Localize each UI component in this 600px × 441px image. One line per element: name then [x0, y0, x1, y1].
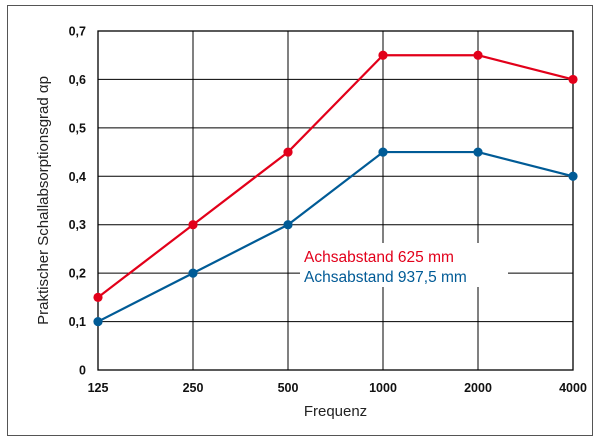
- data-point: [473, 50, 483, 60]
- x-tick-label: 250: [183, 381, 204, 395]
- legend-entry-937-5: Achsabstand 937,5 mm: [304, 269, 467, 286]
- legend-entry-625: Achsabstand 625 mm: [304, 249, 454, 266]
- data-point: [568, 74, 578, 85]
- series-achsabstand-625: [93, 50, 578, 302]
- series-achsabstand-937-5: [93, 147, 578, 327]
- legend: Achsabstand 625 mm Achsabstand 937,5 mm: [300, 243, 508, 287]
- tick-labels: 0 0,1 0,2 0,3 0,4 0,5 0,6 0,7 125 250 500 1000 2000 4…: [69, 25, 587, 396]
- legend-background: [300, 243, 508, 287]
- grid: [98, 31, 573, 370]
- data-point: [283, 220, 293, 230]
- chart-frame: [7, 5, 593, 436]
- y-tick-label: 0,5: [69, 121, 86, 135]
- y-tick-label: 0,1: [69, 315, 86, 329]
- x-tick-label: 4000: [559, 381, 587, 395]
- data-point: [378, 147, 388, 157]
- data-point: [283, 147, 293, 157]
- y-tick-label: 0,7: [69, 25, 86, 39]
- data-point: [378, 50, 388, 60]
- series-line: [97, 54, 574, 299]
- y-axis-label: Praktischer Schallabsorptionsgrad αp: [35, 76, 52, 325]
- y-tick-label: 0,4: [69, 170, 86, 184]
- data-point: [188, 220, 198, 230]
- y-tick-label: 0,3: [69, 218, 86, 232]
- data-point: [473, 147, 483, 157]
- x-axis-label: Frequenz: [304, 403, 367, 420]
- x-tick-label: 500: [278, 381, 299, 395]
- series-line: [97, 150, 574, 323]
- y-tick-label: 0: [79, 364, 86, 378]
- data-point: [188, 268, 198, 278]
- plot-area-border: [97, 30, 574, 371]
- y-tick-label: 0,6: [69, 73, 86, 87]
- y-tick-label: 0,2: [69, 267, 86, 281]
- data-point: [93, 292, 103, 302]
- x-tick-label: 2000: [464, 381, 492, 395]
- data-point: [568, 171, 578, 181]
- x-tick-label: 125: [88, 381, 109, 395]
- x-tick-label: 1000: [369, 381, 397, 395]
- series-layer: [93, 50, 578, 327]
- data-point: [93, 316, 103, 327]
